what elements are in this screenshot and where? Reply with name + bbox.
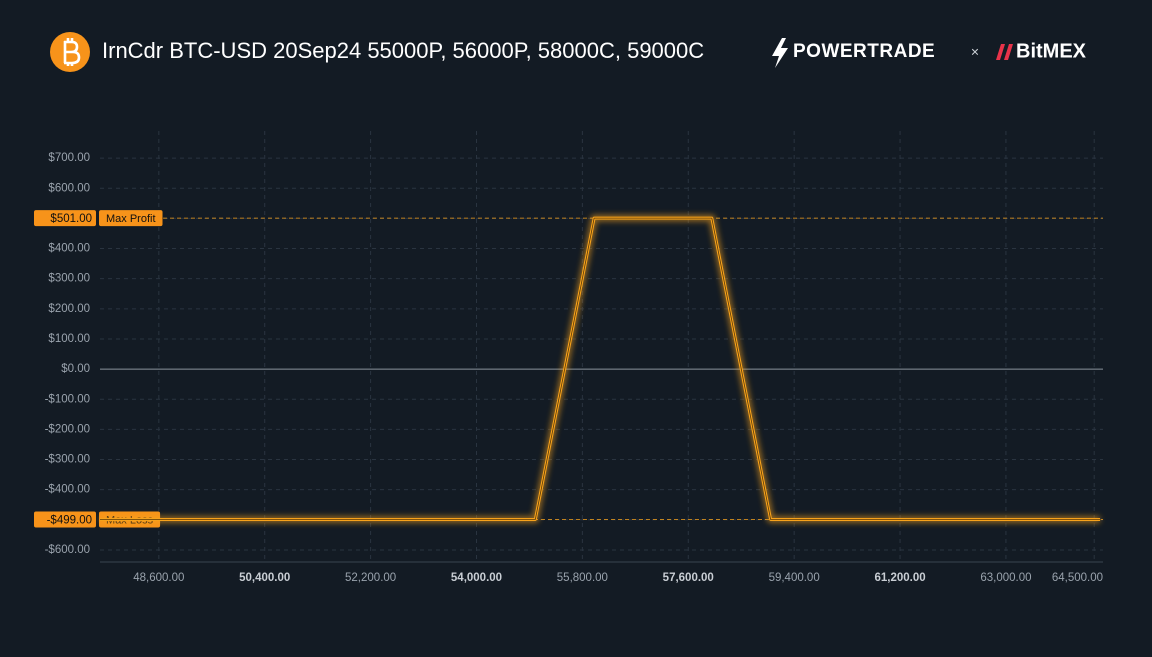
y-tick-label: $300.00: [48, 273, 90, 285]
y-tick-label: -$300.00: [45, 454, 90, 466]
y-tick-label: -$200.00: [45, 423, 90, 435]
bitcoin-icon: [50, 32, 90, 72]
chart-title: IrnCdr BTC-USD 20Sep24 55000P, 56000P, 5…: [102, 38, 704, 63]
value-badge: [34, 210, 96, 227]
x-tick-label: 64,500.00: [1052, 572, 1103, 584]
reference-label: Max Profit: [106, 213, 156, 225]
y-tick-label: $600.00: [48, 182, 90, 194]
y-tick-label: -$400.00: [45, 484, 90, 496]
y-tick-label: $0.00: [61, 363, 90, 375]
y-tick-label: -$600.00: [45, 544, 90, 556]
x-tick-label: 48,600.00: [133, 572, 184, 584]
x-tick-label: 50,400.00: [239, 572, 290, 584]
value-badge: [34, 511, 96, 528]
line-core: [100, 217, 1101, 520]
brand-separator: ×: [971, 44, 979, 60]
reference-value: -$499.00: [47, 515, 92, 527]
x-tick-label: 55,800.00: [557, 572, 608, 584]
y-tick-label: $200.00: [48, 303, 90, 315]
y-tick-label: $700.00: [48, 152, 90, 164]
powertrade-icon: [772, 38, 788, 68]
x-tick-label: 52,200.00: [345, 572, 396, 584]
brand: POWERTRADE: [793, 41, 935, 62]
x-tick-label: 63,000.00: [980, 572, 1031, 584]
x-tick-label: 59,400.00: [769, 572, 820, 584]
x-tick-label: 57,600.00: [663, 572, 714, 584]
y-tick-label: $100.00: [48, 333, 90, 345]
y-tick-label: -$100.00: [45, 393, 90, 405]
x-tick-label: 61,200.00: [874, 572, 925, 584]
y-tick-label: $400.00: [48, 243, 90, 255]
bitmex-icon: [996, 44, 1013, 60]
brand: BitMEX: [1016, 40, 1087, 62]
label-badge: [99, 210, 163, 227]
x-tick-label: 54,000.00: [451, 572, 502, 584]
reference-value: $501.00: [50, 213, 92, 225]
